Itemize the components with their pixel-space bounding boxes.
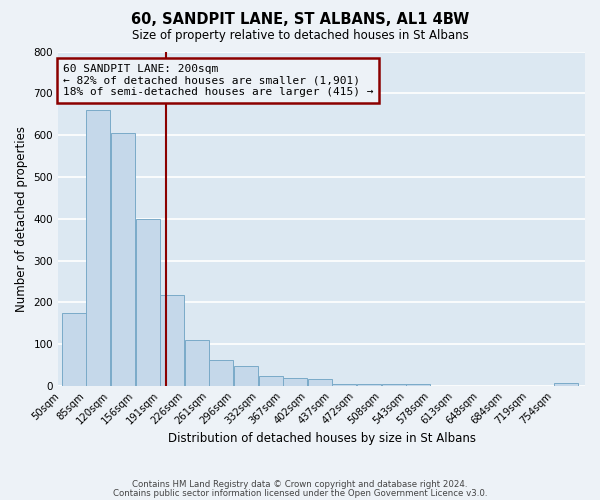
Bar: [234, 366, 259, 386]
X-axis label: Distribution of detached houses by size in St Albans: Distribution of detached houses by size …: [167, 432, 476, 445]
Bar: [111, 133, 136, 386]
Text: Size of property relative to detached houses in St Albans: Size of property relative to detached ho…: [131, 29, 469, 42]
Text: 60, SANDPIT LANE, ST ALBANS, AL1 4BW: 60, SANDPIT LANE, ST ALBANS, AL1 4BW: [131, 12, 469, 28]
Bar: [283, 378, 307, 386]
Bar: [332, 384, 356, 386]
Text: 60 SANDPIT LANE: 200sqm
← 82% of detached houses are smaller (1,901)
18% of semi: 60 SANDPIT LANE: 200sqm ← 82% of detache…: [63, 64, 373, 97]
Bar: [357, 384, 382, 386]
Bar: [406, 384, 430, 386]
Y-axis label: Number of detached properties: Number of detached properties: [15, 126, 28, 312]
Bar: [136, 218, 160, 386]
Bar: [382, 384, 406, 386]
Bar: [86, 110, 110, 386]
Text: Contains public sector information licensed under the Open Government Licence v3: Contains public sector information licen…: [113, 488, 487, 498]
Bar: [308, 379, 332, 386]
Bar: [554, 382, 578, 386]
Bar: [160, 295, 184, 386]
Bar: [62, 313, 86, 386]
Bar: [209, 360, 233, 386]
Text: Contains HM Land Registry data © Crown copyright and database right 2024.: Contains HM Land Registry data © Crown c…: [132, 480, 468, 489]
Bar: [185, 340, 209, 386]
Bar: [259, 376, 283, 386]
